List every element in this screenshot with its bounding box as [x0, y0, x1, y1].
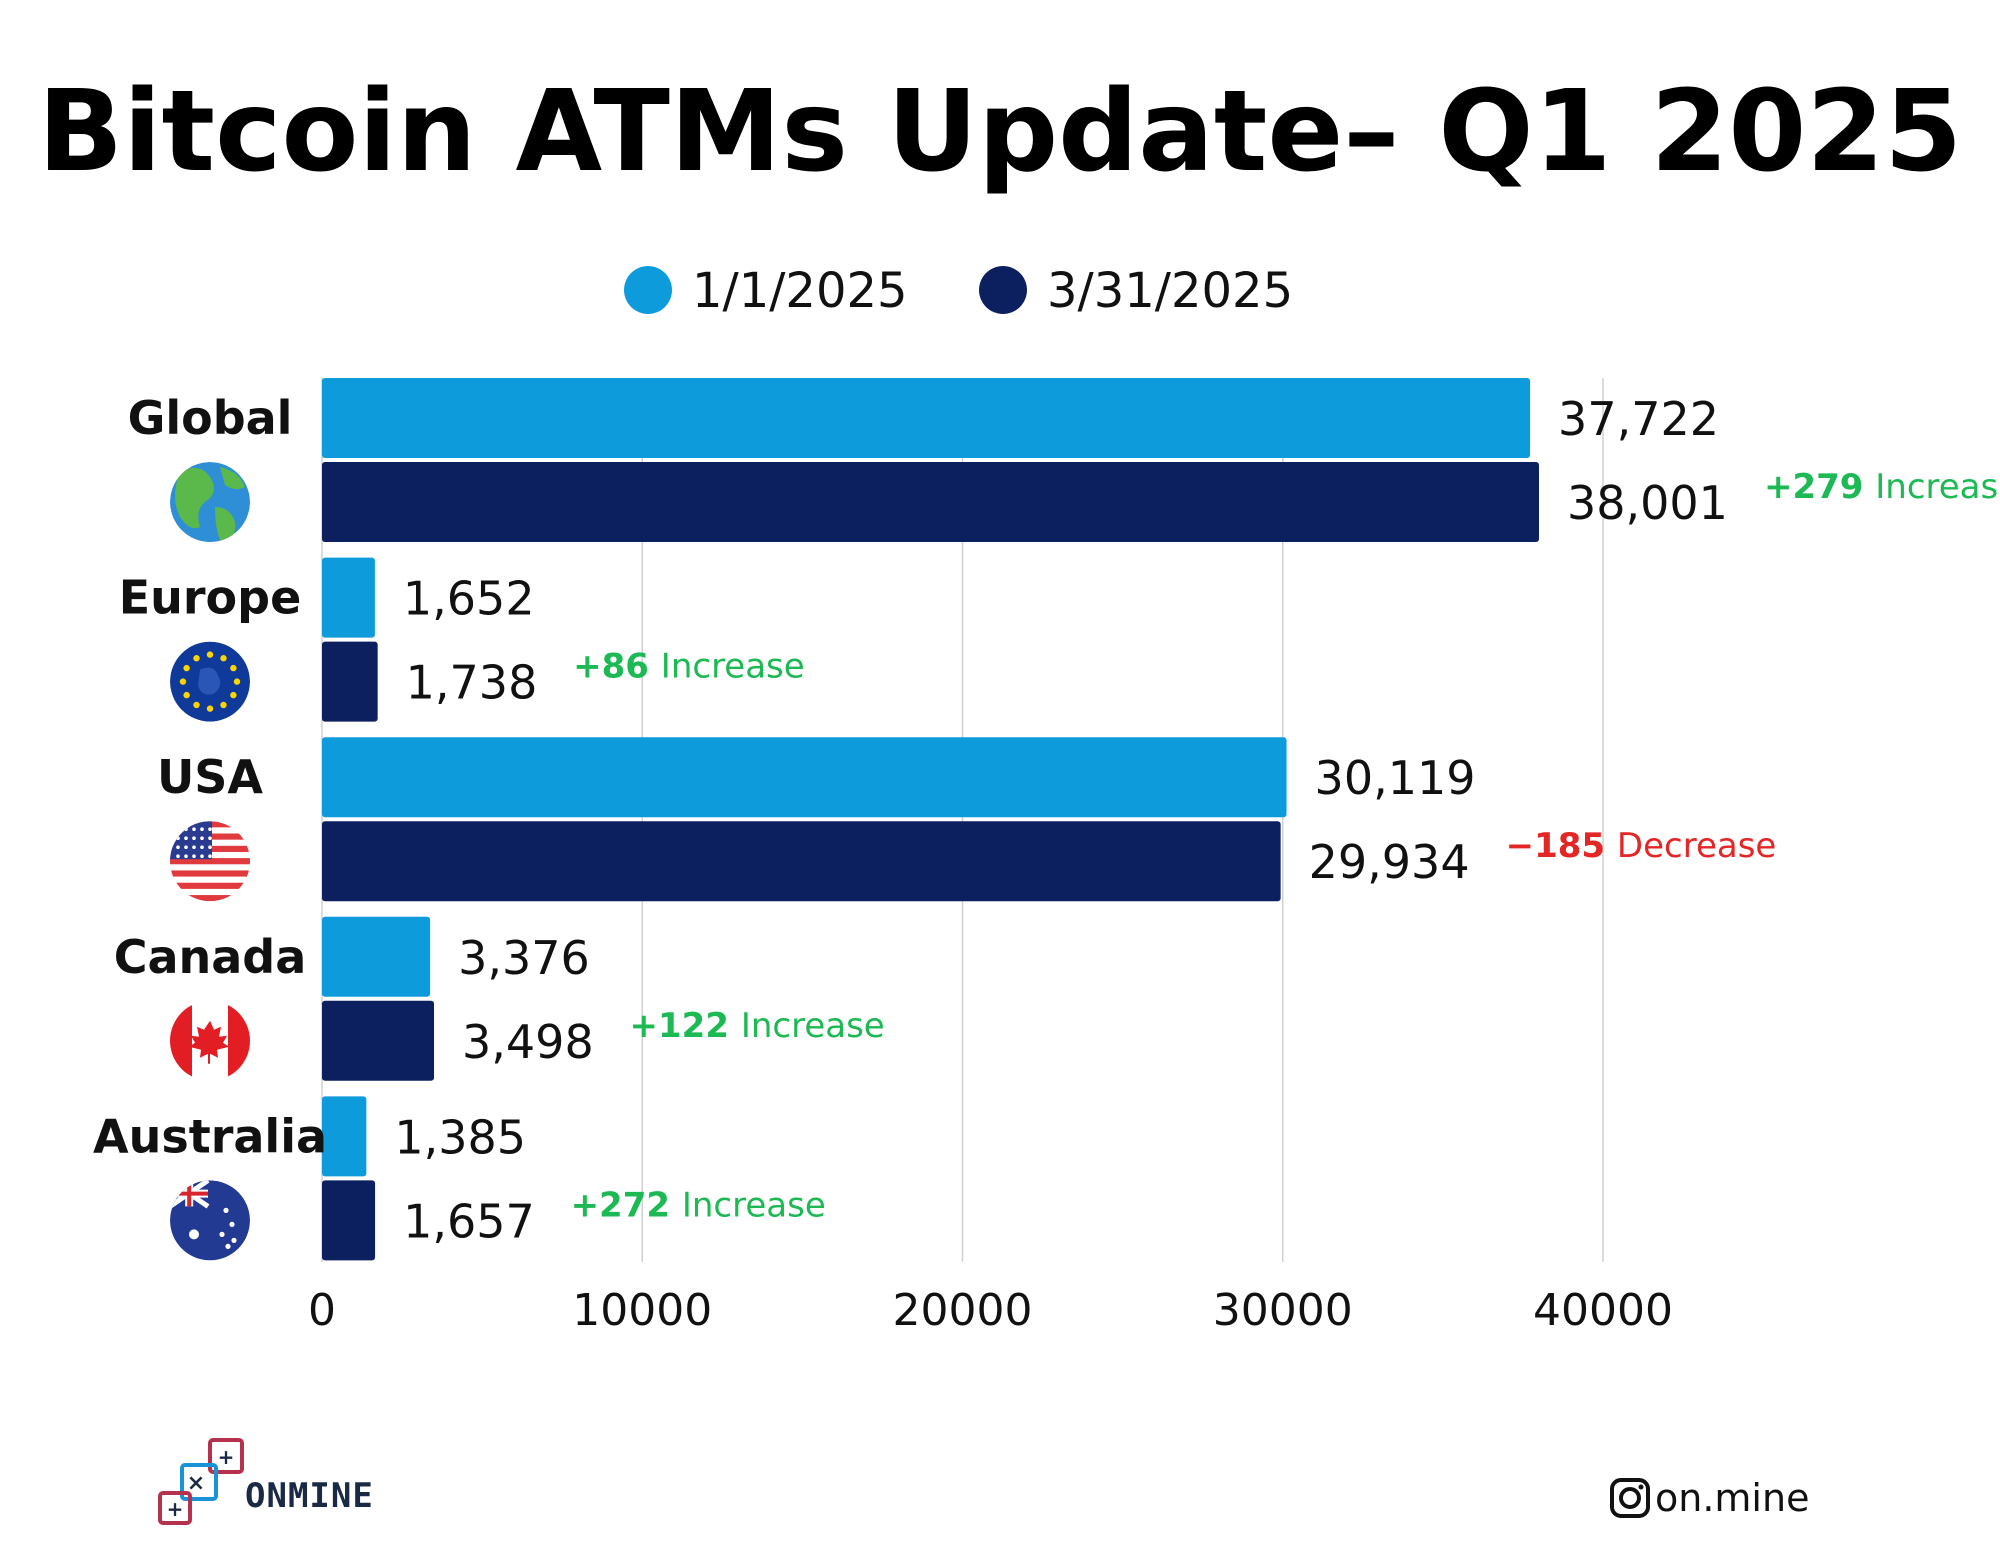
category-label: Global [128, 391, 293, 445]
category-labels: Global Europe USA Canada Australia [93, 391, 327, 1261]
bars: 37,722 38,001 +279 Increase 1,652 1,738 +86 I… [322, 378, 2000, 1261]
bar [322, 378, 1531, 458]
data-label: 1,385 [394, 1110, 526, 1164]
x-tick-label: 30000 [1213, 1285, 1353, 1336]
bar [322, 462, 1539, 542]
svg-text:×: × [187, 1471, 205, 1496]
svg-text:+: + [218, 1445, 235, 1469]
social-handle: on.mine [1655, 1476, 1809, 1520]
data-label: 1,652 [403, 572, 535, 626]
bar [322, 641, 378, 722]
x-tick-label: 20000 [893, 1285, 1033, 1336]
us-flag-icon [170, 821, 250, 902]
data-label: 1,657 [403, 1194, 535, 1248]
legend-swatch-2 [979, 266, 1027, 314]
eu-flag-icon [170, 641, 250, 722]
category-label: USA [157, 750, 263, 804]
svg-text:+: + [167, 1497, 184, 1521]
brand-name: ONMINE [245, 1476, 374, 1516]
footer-social: on.mine [1610, 1476, 1809, 1520]
category-label: Canada [114, 930, 307, 984]
data-label: 38,001 [1567, 476, 1728, 530]
change-annotation: +272 Increase [571, 1185, 826, 1225]
canada-flag-icon [170, 1000, 250, 1081]
instagram-icon [1610, 1478, 1650, 1518]
data-label: 37,722 [1558, 392, 1719, 446]
australia-flag-icon [170, 1180, 250, 1261]
category-label: Europe [119, 571, 302, 625]
data-label: 1,738 [406, 656, 538, 710]
bar [322, 1096, 367, 1177]
category-label: Australia [93, 1109, 327, 1163]
change-annotation: +86 Increase [573, 647, 805, 687]
data-label: 29,934 [1309, 835, 1470, 889]
bar [322, 1000, 435, 1081]
legend-swatch-1 [624, 266, 672, 314]
legend-label-1: 1/1/2025 [692, 263, 908, 319]
x-tick-label: 0 [308, 1285, 336, 1336]
footer-brand: × + + ONMINE [158, 1438, 374, 1525]
legend-label-2: 3/31/2025 [1047, 263, 1293, 319]
x-tick-label: 40000 [1533, 1285, 1673, 1336]
bar [322, 916, 431, 997]
x-axis: 0 10000 20000 30000 40000 [308, 1285, 1673, 1336]
change-annotation: +279 Increase [1764, 467, 2000, 507]
data-label: 3,498 [462, 1015, 594, 1069]
bar [322, 557, 375, 638]
change-annotation: −185 Decrease [1506, 826, 1777, 866]
data-label: 3,376 [458, 931, 590, 985]
bar [322, 821, 1281, 902]
globe-icon [170, 462, 250, 542]
legend: 1/1/2025 3/31/2025 [624, 263, 1293, 319]
change-annotation: +122 Increase [630, 1006, 885, 1046]
bar [322, 1180, 376, 1261]
onmine-logo-icon: × + + [158, 1438, 244, 1525]
bar [322, 737, 1287, 818]
chart-title: Bitcoin ATMs Update– Q1 2025 [38, 67, 1962, 197]
data-label: 30,119 [1315, 751, 1476, 805]
x-tick-label: 10000 [572, 1285, 712, 1336]
